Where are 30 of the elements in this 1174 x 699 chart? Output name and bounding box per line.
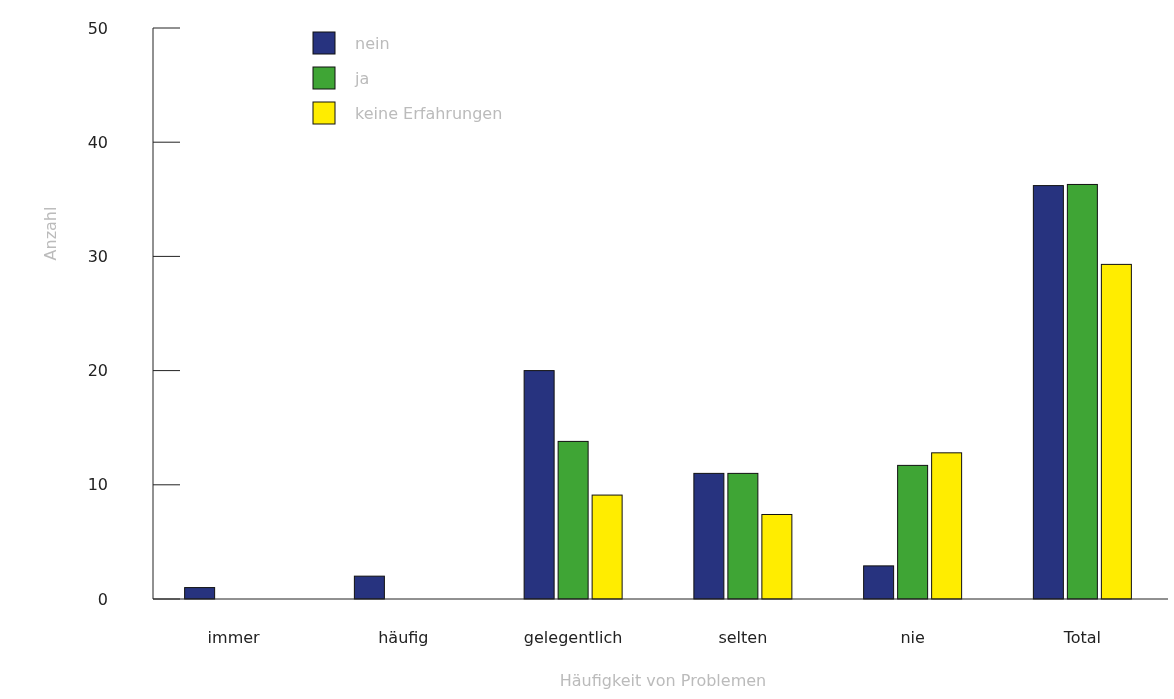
- y-tick-label: 40: [87, 132, 108, 152]
- bar: [761, 513, 793, 600]
- y-tick-label: 10: [87, 475, 108, 495]
- y-axis-title: Anzahl: [41, 206, 60, 261]
- bar: [523, 370, 555, 600]
- y-tick-label: 0: [97, 589, 108, 609]
- bar: [1066, 183, 1098, 600]
- bar: [557, 440, 589, 600]
- bar: [1032, 185, 1064, 600]
- x-tick-label: gelegentlich: [523, 628, 623, 647]
- legend-label: keine Erfahrungen: [355, 103, 503, 123]
- x-tick-label: immer: [207, 628, 261, 647]
- y-tick-label: 50: [87, 18, 108, 38]
- bar: [863, 565, 895, 600]
- x-tick-label: häufig: [378, 628, 429, 647]
- x-tick-label: selten: [718, 628, 768, 647]
- y-tick-label: 20: [87, 361, 108, 381]
- bar: [931, 452, 963, 600]
- x-axis-title: Häufigkeit von Problemen: [559, 671, 767, 690]
- x-tick-label: Total: [1062, 628, 1102, 647]
- y-tick-label: 30: [87, 247, 108, 266]
- bar: [727, 472, 759, 600]
- bar: [897, 464, 929, 600]
- bar: [353, 575, 385, 600]
- bar: [693, 472, 725, 600]
- x-tick-label: nie: [900, 628, 925, 647]
- legend-label: ja: [354, 68, 370, 88]
- legend-label: nein: [355, 33, 390, 53]
- bar: [1100, 263, 1132, 600]
- bar: [591, 494, 623, 600]
